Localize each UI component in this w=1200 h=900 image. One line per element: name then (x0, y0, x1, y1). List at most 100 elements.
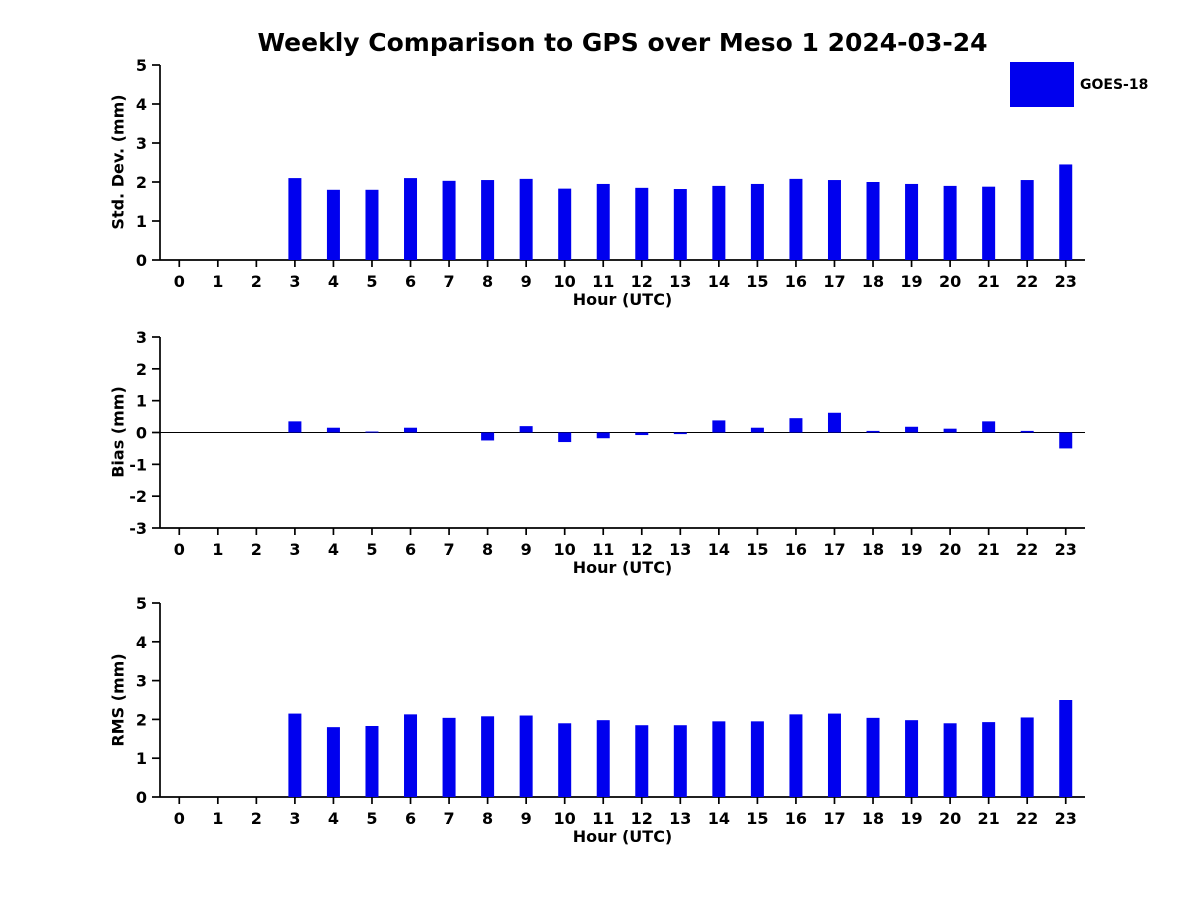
rms-xlabel: Hour (UTC) (572, 827, 673, 846)
bias-xlabel: Hour (UTC) (572, 558, 673, 577)
svg-text:19: 19 (900, 272, 922, 291)
svg-text:0: 0 (136, 424, 147, 443)
svg-text:-3: -3 (129, 519, 147, 538)
svg-text:2: 2 (251, 809, 262, 828)
svg-text:16: 16 (785, 809, 807, 828)
svg-text:13: 13 (669, 540, 691, 559)
svg-text:2: 2 (136, 173, 147, 192)
svg-text:14: 14 (708, 809, 730, 828)
svg-text:5: 5 (136, 594, 147, 613)
svg-text:16: 16 (785, 272, 807, 291)
svg-text:2: 2 (251, 272, 262, 291)
svg-text:0: 0 (136, 251, 147, 270)
svg-text:15: 15 (746, 809, 768, 828)
svg-text:16: 16 (785, 540, 807, 559)
legend-swatch-goes18 (1010, 62, 1074, 107)
svg-text:0: 0 (136, 788, 147, 807)
svg-text:17: 17 (823, 809, 845, 828)
svg-text:12: 12 (631, 272, 653, 291)
legend-label: GOES-18 (1080, 76, 1149, 93)
svg-text:3: 3 (289, 540, 300, 559)
svg-text:22: 22 (1016, 272, 1038, 291)
svg-text:3: 3 (136, 328, 147, 347)
stddev-xlabel: Hour (UTC) (572, 290, 673, 309)
svg-text:6: 6 (405, 272, 416, 291)
svg-text:10: 10 (554, 540, 576, 559)
svg-text:2: 2 (136, 710, 147, 729)
svg-text:6: 6 (405, 540, 416, 559)
svg-text:8: 8 (482, 272, 493, 291)
svg-text:15: 15 (746, 272, 768, 291)
svg-text:-1: -1 (129, 455, 147, 474)
svg-text:2: 2 (251, 540, 262, 559)
svg-text:4: 4 (136, 633, 147, 652)
svg-text:21: 21 (978, 272, 1000, 291)
svg-text:11: 11 (592, 272, 614, 291)
svg-text:3: 3 (136, 134, 147, 153)
svg-text:1: 1 (136, 212, 147, 231)
svg-text:5: 5 (366, 540, 377, 559)
svg-text:2: 2 (136, 360, 147, 379)
svg-text:5: 5 (366, 272, 377, 291)
svg-text:0: 0 (174, 809, 185, 828)
svg-text:7: 7 (443, 809, 454, 828)
svg-text:18: 18 (862, 809, 884, 828)
svg-text:0: 0 (174, 540, 185, 559)
svg-text:9: 9 (521, 809, 532, 828)
svg-text:13: 13 (669, 809, 691, 828)
svg-text:14: 14 (708, 272, 730, 291)
svg-text:4: 4 (136, 95, 147, 114)
svg-text:6: 6 (405, 809, 416, 828)
svg-text:1: 1 (136, 392, 147, 411)
svg-text:18: 18 (862, 540, 884, 559)
svg-text:7: 7 (443, 540, 454, 559)
svg-text:14: 14 (708, 540, 730, 559)
svg-text:19: 19 (900, 809, 922, 828)
svg-text:9: 9 (521, 272, 532, 291)
svg-text:12: 12 (631, 540, 653, 559)
svg-text:1: 1 (212, 540, 223, 559)
svg-text:18: 18 (862, 272, 884, 291)
svg-text:8: 8 (482, 809, 493, 828)
svg-text:7: 7 (443, 272, 454, 291)
svg-text:3: 3 (289, 272, 300, 291)
svg-text:1: 1 (136, 749, 147, 768)
svg-text:21: 21 (978, 809, 1000, 828)
svg-text:8: 8 (482, 540, 493, 559)
svg-text:11: 11 (592, 540, 614, 559)
svg-text:20: 20 (939, 540, 961, 559)
svg-text:23: 23 (1055, 540, 1077, 559)
svg-text:22: 22 (1016, 809, 1038, 828)
svg-text:15: 15 (746, 540, 768, 559)
chart-title: Weekly Comparison to GPS over Meso 1 202… (257, 28, 988, 57)
svg-text:-2: -2 (129, 487, 147, 506)
svg-text:12: 12 (631, 809, 653, 828)
svg-text:3: 3 (289, 809, 300, 828)
svg-text:1: 1 (212, 272, 223, 291)
svg-text:20: 20 (939, 272, 961, 291)
svg-text:4: 4 (328, 272, 339, 291)
svg-text:11: 11 (592, 809, 614, 828)
svg-text:23: 23 (1055, 272, 1077, 291)
svg-text:22: 22 (1016, 540, 1038, 559)
svg-text:21: 21 (978, 540, 1000, 559)
svg-text:13: 13 (669, 272, 691, 291)
svg-text:20: 20 (939, 809, 961, 828)
svg-text:17: 17 (823, 540, 845, 559)
svg-text:19: 19 (900, 540, 922, 559)
svg-text:4: 4 (328, 540, 339, 559)
svg-text:5: 5 (136, 56, 147, 75)
svg-text:4: 4 (328, 809, 339, 828)
svg-text:0: 0 (174, 272, 185, 291)
svg-text:3: 3 (136, 672, 147, 691)
legend: GOES-18 (1010, 62, 1148, 107)
svg-text:10: 10 (554, 809, 576, 828)
svg-text:5: 5 (366, 809, 377, 828)
svg-text:17: 17 (823, 272, 845, 291)
svg-text:10: 10 (554, 272, 576, 291)
svg-text:1: 1 (212, 809, 223, 828)
